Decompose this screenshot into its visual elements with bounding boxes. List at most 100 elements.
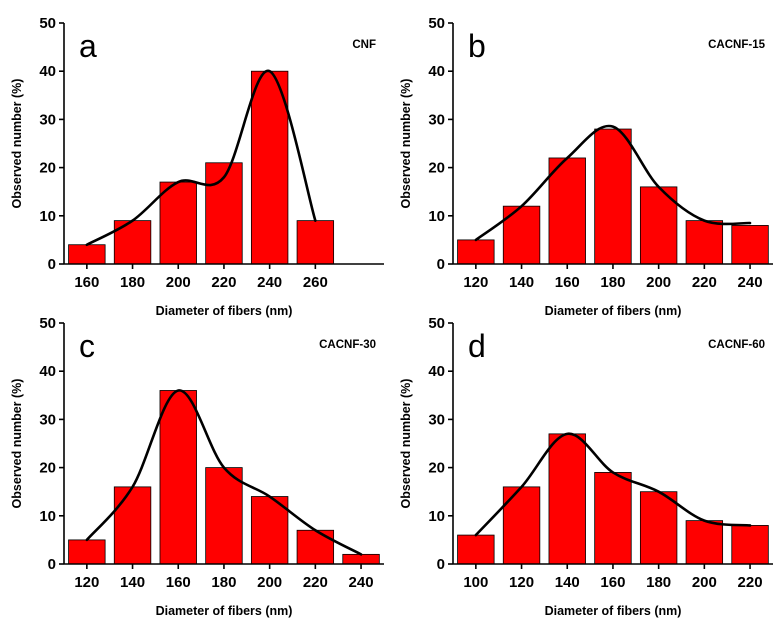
y-tick-label: 30 xyxy=(428,411,445,428)
y-axis-title: Observed number (%) xyxy=(399,379,413,509)
y-tick-label: 40 xyxy=(39,63,56,80)
y-tick-label: 30 xyxy=(39,411,56,428)
x-axis-title: Diameter of fibers (nm) xyxy=(545,604,682,618)
y-tick-label: 20 xyxy=(39,160,56,177)
y-tick-label: 0 xyxy=(48,256,56,273)
panel-a: 0 10 20 30 40 50 160 180 200 220 240 260 Diameter of… xyxy=(10,15,384,318)
panel-letter: d xyxy=(468,328,486,364)
x-tick-label: 220 xyxy=(738,574,763,591)
histogram-bar xyxy=(685,220,724,265)
y-tick-label: 10 xyxy=(428,208,445,225)
histogram-bar xyxy=(548,157,586,265)
y-tick-label: 10 xyxy=(428,508,445,525)
histogram-bar xyxy=(205,467,243,565)
x-tick-label: 120 xyxy=(74,574,99,591)
x-tick-label: 180 xyxy=(211,574,236,591)
x-tick-label: 200 xyxy=(646,274,671,291)
histogram-bar xyxy=(205,162,243,265)
x-tick-label: 240 xyxy=(738,274,763,291)
sample-label: CACNF-15 xyxy=(708,39,765,51)
distribution-curve xyxy=(85,389,363,556)
histogram-bar xyxy=(457,534,495,565)
x-tick-label: 200 xyxy=(692,574,717,591)
x-tick-label: 100 xyxy=(463,574,488,591)
histogram-bar xyxy=(457,239,495,265)
y-axis-title: Observed number (%) xyxy=(10,79,24,209)
sample-label: CACNF-60 xyxy=(708,339,765,351)
x-tick-label: 240 xyxy=(257,274,282,291)
y-tick-label: 0 xyxy=(437,256,445,273)
histogram-bar xyxy=(502,486,541,565)
y-tick-label: 0 xyxy=(48,556,56,573)
y-tick-label: 40 xyxy=(39,363,56,380)
x-tick-label: 200 xyxy=(166,274,191,291)
histogram-bar xyxy=(159,390,197,565)
histogram-bar xyxy=(594,472,632,565)
x-tick-label: 140 xyxy=(509,274,534,291)
x-tick-label: 240 xyxy=(349,574,374,591)
x-tick-label: 140 xyxy=(555,574,580,591)
panel-c: 0 10 20 30 40 50 120 140 160 180 200 220 240 Diameter… xyxy=(10,315,384,618)
sample-label: CNF xyxy=(352,39,376,51)
distribution-curve xyxy=(474,124,752,242)
y-tick-label: 50 xyxy=(428,15,445,32)
histogram-bar xyxy=(342,553,380,565)
x-tick-label: 180 xyxy=(600,274,625,291)
histogram-bar xyxy=(548,433,586,565)
x-tick-label: 160 xyxy=(74,274,99,291)
y-tick-label: 10 xyxy=(39,508,56,525)
panel-letter: c xyxy=(79,328,95,364)
x-tick-label: 180 xyxy=(120,274,145,291)
distribution-curve xyxy=(474,432,752,537)
y-tick-label: 10 xyxy=(39,208,56,225)
histogram-bar xyxy=(296,220,335,265)
y-tick-label: 30 xyxy=(428,111,445,128)
y-tick-label: 50 xyxy=(39,315,56,332)
x-tick-label: 200 xyxy=(257,574,282,591)
y-tick-label: 20 xyxy=(428,160,445,177)
histogram-bar xyxy=(502,205,541,265)
x-tick-label: 220 xyxy=(692,274,717,291)
y-tick-label: 20 xyxy=(428,460,445,477)
x-tick-label: 140 xyxy=(120,574,145,591)
x-axis-title: Diameter of fibers (nm) xyxy=(545,304,682,318)
histogram-bar xyxy=(113,486,152,565)
x-tick-label: 160 xyxy=(166,574,191,591)
x-axis-title: Diameter of fibers (nm) xyxy=(156,304,293,318)
y-axis-title: Observed number (%) xyxy=(10,379,24,509)
y-tick-label: 50 xyxy=(428,315,445,332)
x-tick-label: 160 xyxy=(555,274,580,291)
y-tick-label: 40 xyxy=(428,63,445,80)
histogram-bar xyxy=(250,70,289,265)
x-axis-title: Diameter of fibers (nm) xyxy=(156,604,293,618)
y-axis-title: Observed number (%) xyxy=(399,79,413,209)
x-tick-label: 220 xyxy=(303,574,328,591)
panel-letter: b xyxy=(468,28,486,64)
y-tick-label: 50 xyxy=(39,15,56,32)
x-tick-label: 120 xyxy=(463,274,488,291)
distribution-curve xyxy=(85,69,317,247)
x-tick-label: 220 xyxy=(211,274,236,291)
panel-b: 0 10 20 30 40 50 120 140 160 180 200 220 240 Diameter… xyxy=(399,15,773,318)
histogram-bar xyxy=(68,539,106,565)
y-tick-label: 30 xyxy=(39,111,56,128)
histogram-bar xyxy=(159,181,197,265)
histogram-bar xyxy=(685,520,724,565)
x-tick-label: 260 xyxy=(303,274,328,291)
sample-label: CACNF-30 xyxy=(319,339,376,351)
x-tick-label: 160 xyxy=(600,574,625,591)
histogram-bar xyxy=(731,525,769,565)
x-tick-label: 180 xyxy=(646,574,671,591)
histogram-bar xyxy=(68,244,106,265)
panel-d: 0 10 20 30 40 50 100 120 140 160 180 200 220 Diameter… xyxy=(399,315,773,618)
y-tick-label: 0 xyxy=(437,556,445,573)
histogram-bar xyxy=(639,491,678,565)
x-tick-label: 120 xyxy=(509,574,534,591)
histogram-bar xyxy=(250,496,289,565)
y-tick-label: 20 xyxy=(39,460,56,477)
histogram-bar xyxy=(731,225,769,265)
histogram-bar xyxy=(594,128,632,265)
panel-letter: a xyxy=(79,28,97,64)
histogram-bar xyxy=(296,529,335,565)
